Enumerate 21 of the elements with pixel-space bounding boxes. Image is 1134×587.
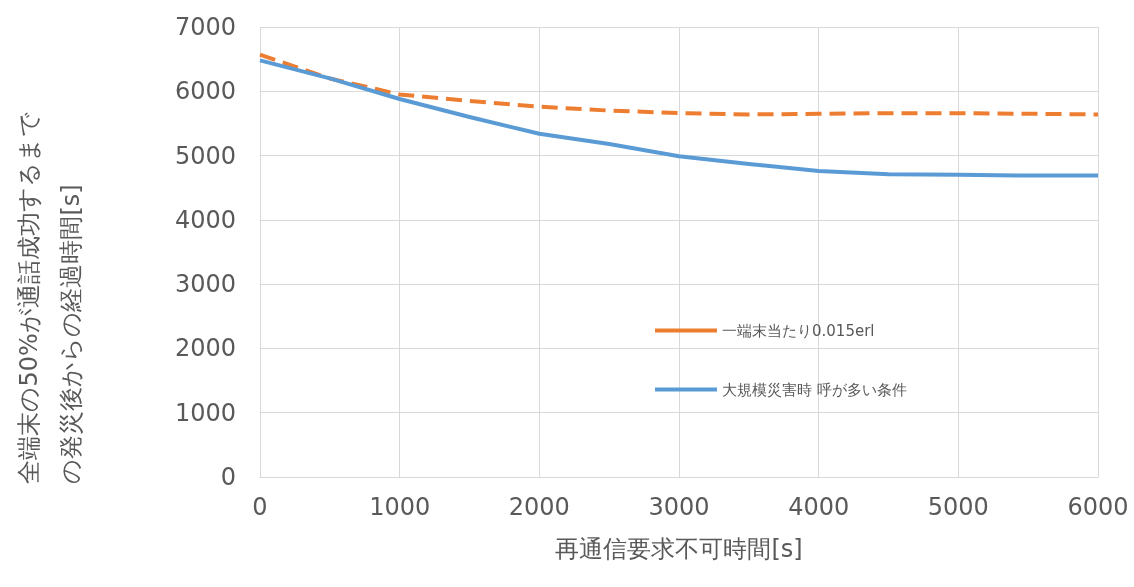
- y-axis-title: 全端末の50%が通話成功するまでの発災後からの経過時間[s]: [15, 112, 85, 484]
- y-tick-label: 5000: [174, 141, 236, 170]
- y-tick-label: 2000: [174, 334, 236, 363]
- y-tick-label: 6000: [174, 77, 236, 106]
- x-tick-label: 6000: [1067, 493, 1129, 521]
- legend-label: 一端末当たり0.015erl: [722, 321, 875, 340]
- x-tick-label: 0: [252, 493, 268, 521]
- x-tick-label: 3000: [648, 493, 710, 521]
- line-series: [258, 52, 1100, 117]
- x-tick-label: 4000: [788, 493, 850, 521]
- y-tick-label: 4000: [174, 205, 236, 234]
- x-axis-title: 再通信要求不可時間[s]: [555, 535, 803, 563]
- y-tick-label: 1000: [174, 398, 236, 427]
- legend-label: 大規模災害時 呼が多い条件: [722, 380, 907, 399]
- line-series: [258, 58, 1100, 178]
- y-tick-label: 7000: [174, 13, 236, 41]
- x-tick-label: 2000: [508, 493, 570, 521]
- x-tick-label: 5000: [927, 493, 989, 521]
- y-tick-label: 0: [220, 463, 236, 491]
- x-tick-label: 1000: [369, 493, 431, 521]
- y-tick-label: 3000: [174, 270, 236, 299]
